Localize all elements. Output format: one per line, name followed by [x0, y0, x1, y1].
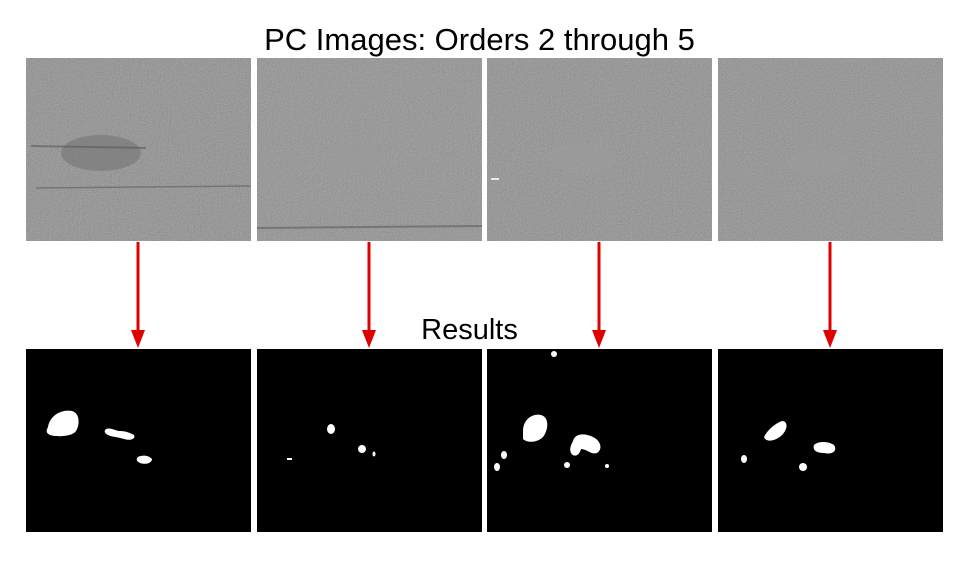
pc-image-order-2: [26, 58, 251, 241]
pc-image-order-4: [487, 58, 712, 241]
result-image-order-4: [487, 349, 712, 532]
arrow-order-5: [823, 242, 837, 348]
arrow-order-3: [362, 242, 376, 348]
result-image-order-5: [718, 349, 943, 532]
arrow-order-4: [592, 242, 606, 348]
arrow-order-2: [131, 242, 145, 348]
page-title: PC Images: Orders 2 through 5: [264, 22, 695, 57]
result-image-order-3: [257, 349, 482, 532]
pc-image-order-3: [257, 58, 482, 241]
pc-image-order-5: [718, 58, 943, 241]
results-label: Results: [421, 314, 518, 346]
result-image-order-2: [26, 349, 251, 532]
